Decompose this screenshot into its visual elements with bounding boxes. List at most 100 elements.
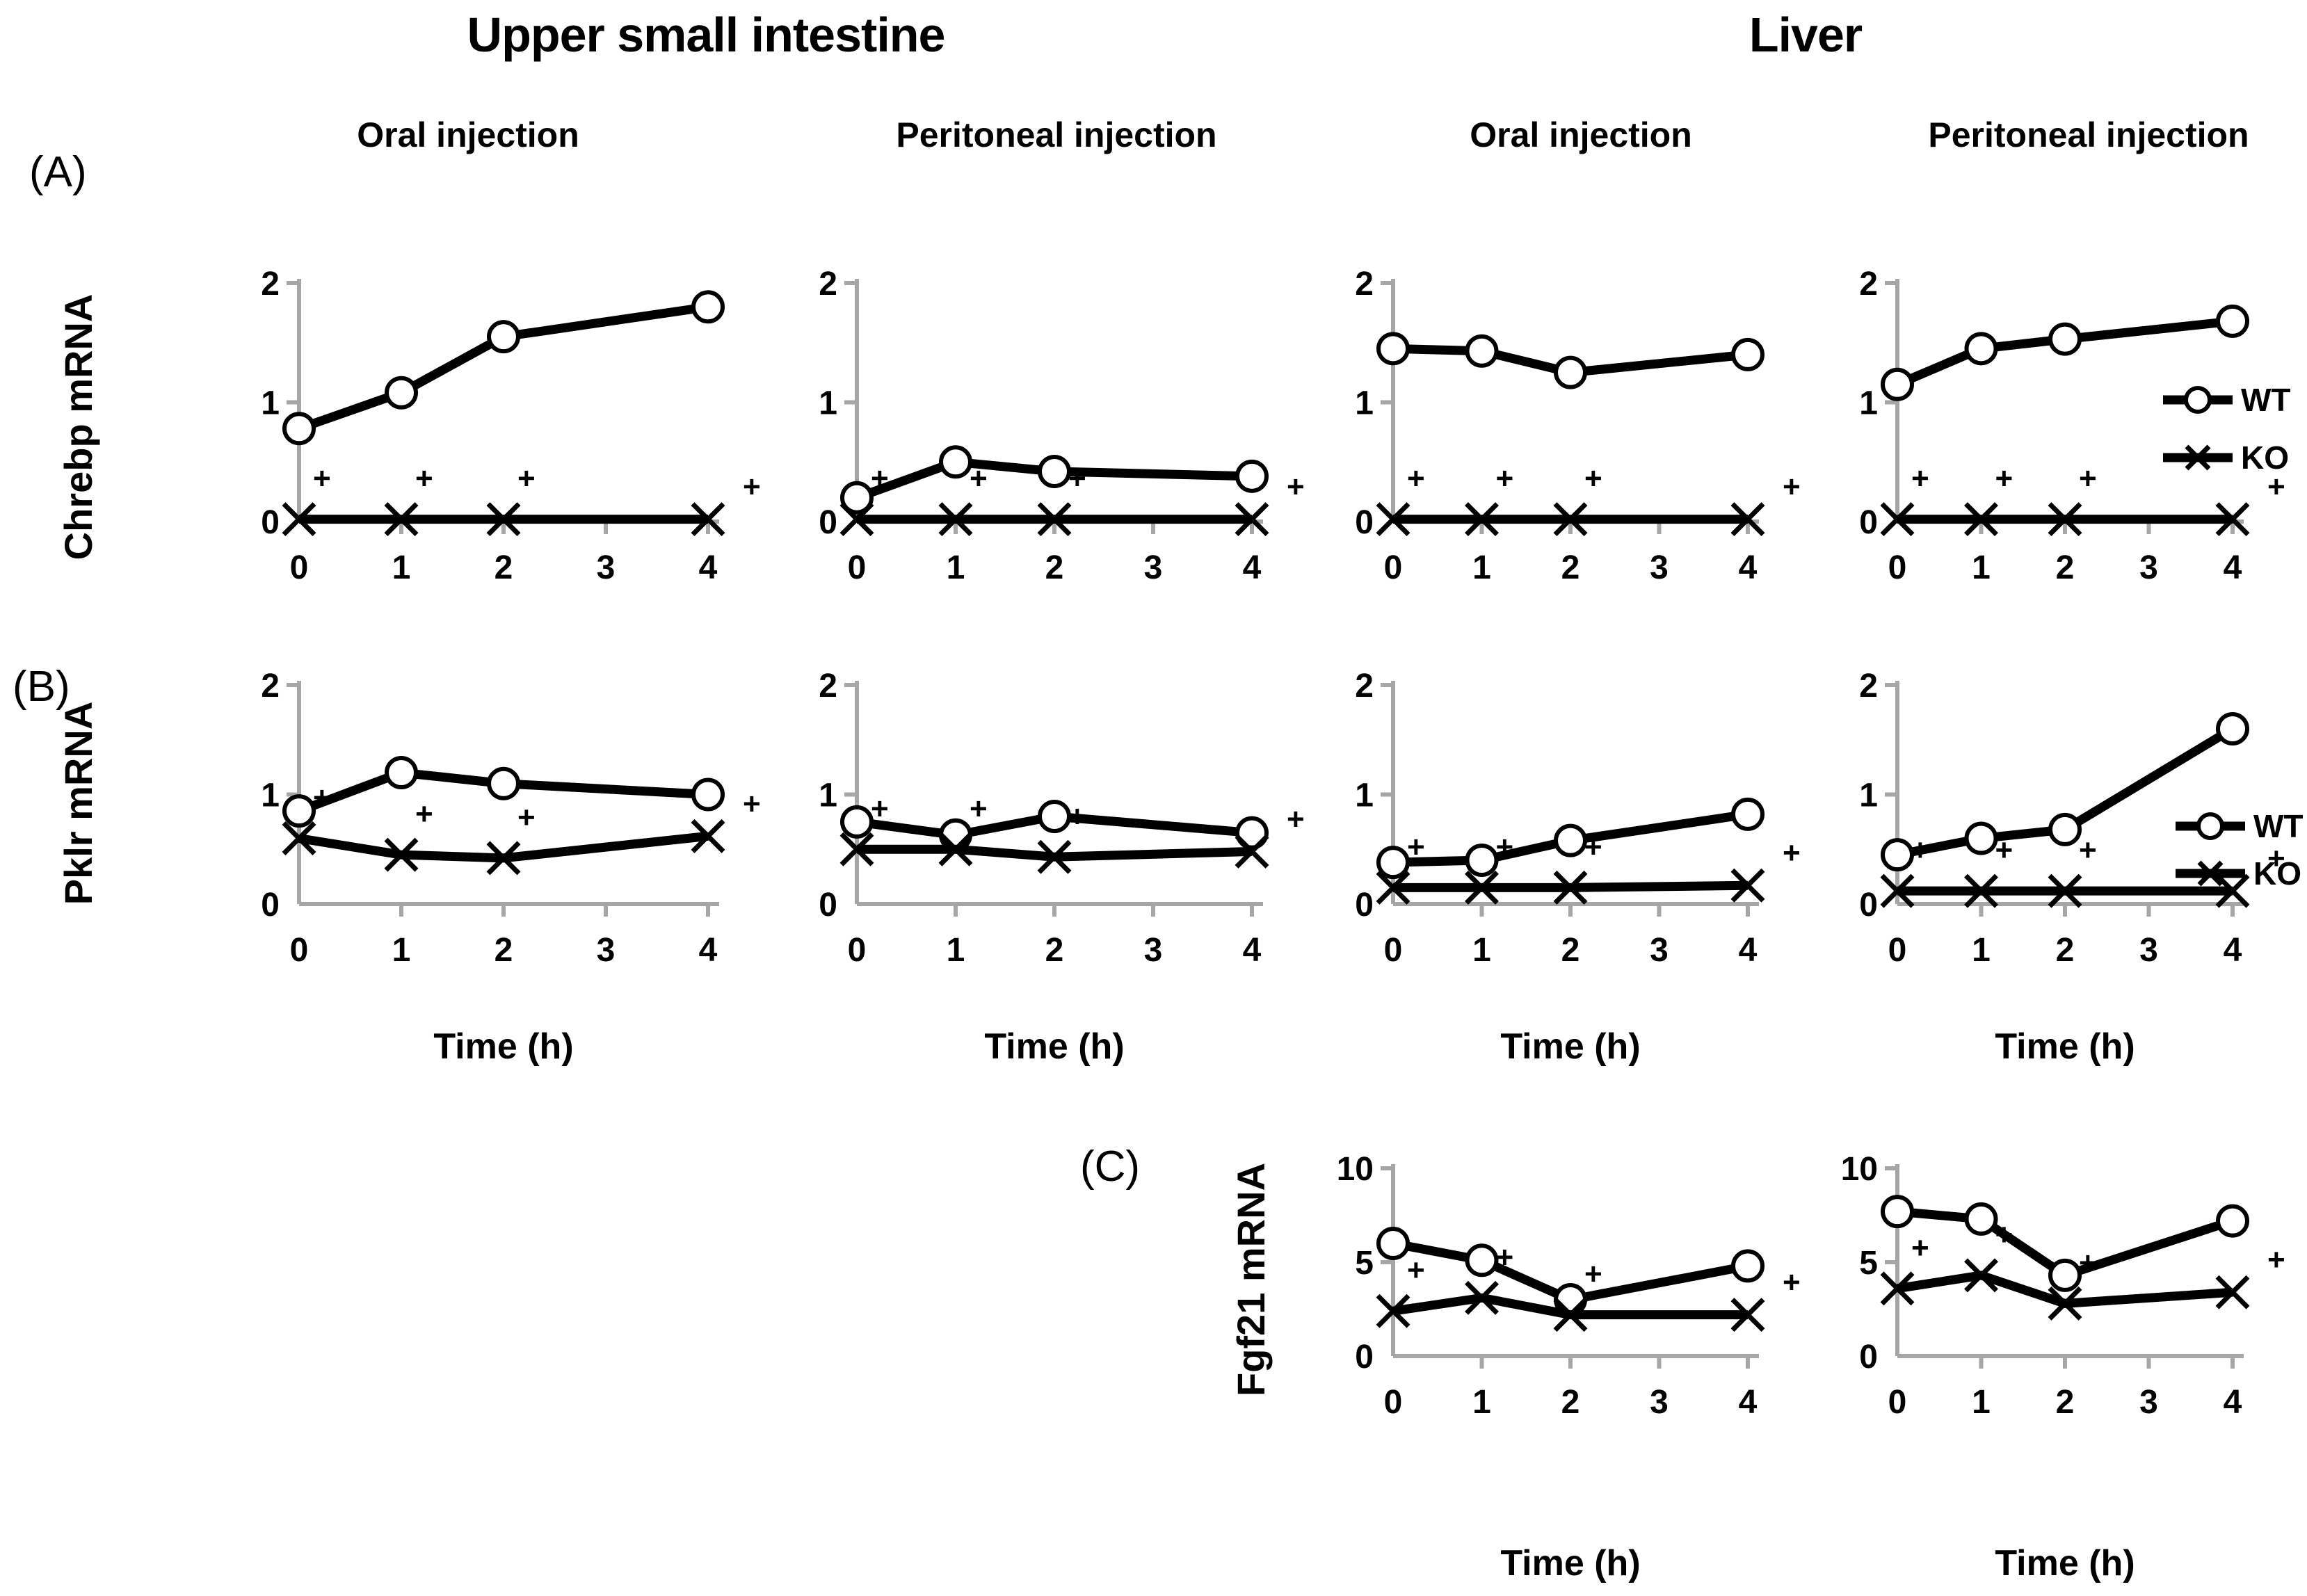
legend: WT KO: [2163, 382, 2291, 476]
column-header-peritoneal-injection-intestine: Peritoneal injection: [896, 115, 1217, 154]
ko-marker: [1964, 873, 1998, 908]
x-tick-label: 0: [290, 932, 309, 969]
ko-marker: [384, 837, 419, 872]
ko-series-line: [298, 831, 709, 863]
wt-marker: [2216, 712, 2249, 745]
ko-marker: [384, 502, 419, 537]
x-tick-label: 0: [848, 932, 867, 969]
ko-marker: [2048, 873, 2082, 908]
y-tick-label: 0: [819, 887, 837, 924]
x-tick-label: 4: [2224, 1384, 2242, 1421]
y-tick-label: 5: [1859, 1245, 1878, 1282]
y-tick-label: 2: [1355, 668, 1374, 704]
x-axis-title: Time (h): [984, 1026, 1124, 1067]
wt-marker: [2216, 304, 2249, 338]
ko-marker: [938, 832, 973, 866]
legend: WT KO: [2176, 808, 2304, 892]
x-tick-label: 1: [392, 932, 411, 969]
wt-marker: [939, 445, 972, 479]
x-axis-title: Time (h): [433, 1026, 573, 1067]
ko-marker: [2215, 873, 2250, 908]
ko-marker: [486, 502, 521, 537]
x-tick-label: 2: [2056, 932, 2075, 969]
x-tick-label: 2: [495, 932, 513, 969]
wt-marker: [2048, 322, 2082, 356]
y-tick-label: 1: [819, 385, 837, 422]
wt-marker: [1881, 367, 1914, 401]
y-tick-label: 10: [1841, 1151, 1878, 1188]
sig-plus: +: [871, 791, 889, 825]
y-tick-label: 2: [1859, 266, 1878, 303]
wt-marker: [1554, 355, 1587, 389]
column-header-oral-injection-liver: Oral injection: [1470, 115, 1692, 154]
y-tick-label: 10: [1337, 1151, 1374, 1188]
x-tick-label: 3: [2139, 932, 2158, 969]
sig-plus: +: [1783, 1266, 1801, 1300]
x-tick-label: 2: [1561, 1384, 1580, 1421]
ko-marker: [486, 841, 521, 876]
sig-plus: +: [1584, 830, 1602, 864]
x-axis-title: Time (h): [1500, 1026, 1640, 1067]
chart-a2: 0 1 2 0 1 2 3 4 + + + +: [819, 266, 1304, 586]
legend-wt-label: WT: [2241, 382, 2291, 418]
wt-marker: [2048, 1258, 2082, 1292]
wt-series-line: [856, 812, 1253, 840]
ko-marker: [1553, 502, 1588, 537]
sig-plus: +: [1496, 1240, 1514, 1274]
ko-marker: [2215, 1275, 2250, 1309]
wt-series-line: [297, 302, 709, 433]
wt-marker: [1881, 1195, 1914, 1229]
x-axis-title: Time (h): [1500, 1543, 1640, 1583]
y-tick-label: 0: [1859, 887, 1878, 924]
x-axis-title: Time (h): [1995, 1543, 2135, 1583]
x-tick-label: 4: [1739, 1384, 1758, 1421]
x-tick-label: 0: [290, 549, 309, 586]
chart-a3: 0 1 2 0 1 2 3 4 + + + +: [1355, 266, 1800, 586]
sig-plus: +: [313, 462, 331, 496]
x-tick-label: 4: [2224, 932, 2242, 969]
x-tick-label: 2: [1561, 549, 1580, 586]
ko-marker: [2215, 502, 2250, 537]
wt-marker: [691, 777, 725, 812]
ko-marker: [1376, 1293, 1410, 1328]
x-tick-label: 3: [1144, 932, 1163, 969]
wt-marker: [1465, 1243, 1499, 1277]
x-tick-label: 0: [1888, 549, 1907, 586]
sig-plus: +: [1407, 830, 1425, 864]
sig-plus: +: [313, 781, 331, 815]
wt-marker: [1376, 846, 1410, 880]
y-tick-label: 2: [819, 266, 837, 303]
x-tick-label: 0: [1384, 932, 1403, 969]
ko-marker: [1465, 870, 1499, 905]
y-tick-label: 2: [261, 668, 280, 704]
sig-plus: +: [517, 800, 536, 835]
ko-marker: [1465, 502, 1499, 537]
x-axis-title: Time (h): [1995, 1026, 2135, 1067]
y-tick-label: 0: [819, 504, 837, 541]
x-tick-label: 1: [392, 549, 411, 586]
x-tick-label: 3: [597, 932, 616, 969]
ko-marker: [1880, 1271, 1915, 1306]
ko-series-line: [1393, 880, 1749, 892]
x-tick-label: 1: [1472, 549, 1491, 586]
sig-plus: +: [1496, 830, 1514, 864]
sig-plus: +: [1068, 462, 1086, 496]
wt-marker: [1964, 332, 1998, 366]
x-tick-label: 4: [1739, 932, 1758, 969]
ko-series-line: [857, 844, 1253, 862]
ko-marker: [1730, 502, 1765, 537]
ko-marker: [1730, 868, 1765, 903]
x-tick-label: 1: [947, 932, 965, 969]
sig-plus: +: [1407, 1253, 1425, 1287]
y-tick-label: 2: [1355, 266, 1374, 303]
x-tick-label: 1: [1472, 932, 1491, 969]
wt-marker: [1376, 1227, 1410, 1260]
x-tick-label: 2: [1561, 932, 1580, 969]
wt-marker: [1465, 844, 1499, 877]
y-tick-label: 1: [1859, 777, 1878, 814]
group-title-liver: Liver: [1749, 8, 1863, 62]
y-tick-label: 1: [261, 385, 280, 422]
wt-series-line: [1392, 809, 1749, 867]
ko-marker: [1964, 1258, 1998, 1293]
x-tick-label: 3: [1650, 549, 1669, 586]
